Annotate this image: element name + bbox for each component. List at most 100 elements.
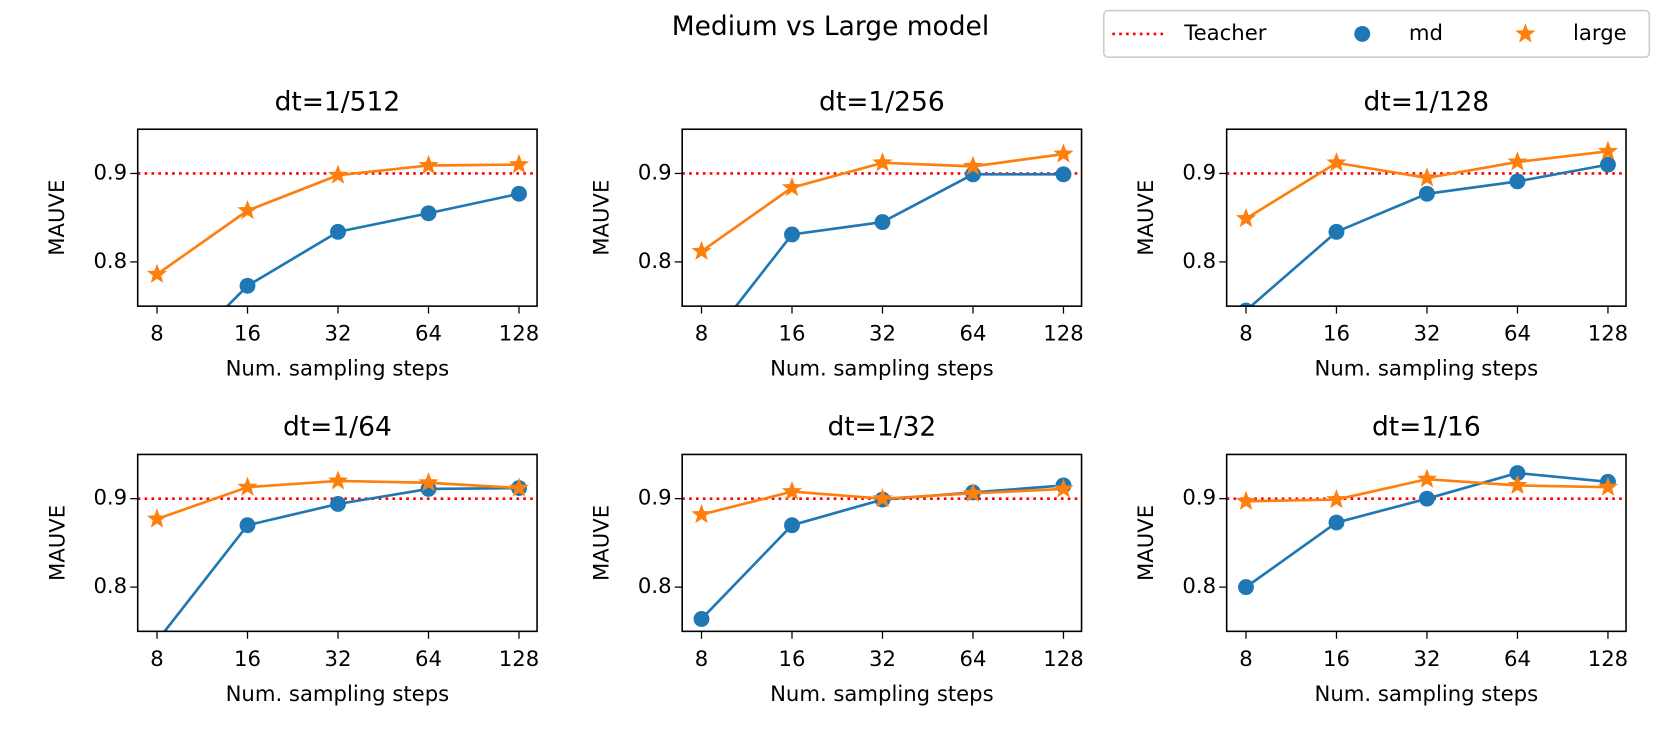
circle-marker [1600,156,1616,173]
x-tick-label: 8 [695,321,708,346]
star-marker [1326,152,1347,172]
y-tick-label: 0.8 [638,573,672,598]
x-tick-label: 32 [1413,321,1440,346]
x-tick-label: 8 [1239,646,1252,671]
x-tick-label: 32 [869,321,896,346]
star-marker [146,508,168,528]
plot-area [682,477,1082,627]
y-tick-label: 0.8 [93,248,127,273]
axes-frame [1225,128,1627,307]
circle-marker [239,277,256,294]
x-tick-label: 16 [1323,321,1350,346]
y-axis-label: MAUVE [589,180,614,256]
figure-title: Medium vs Large model [672,11,989,42]
series-line [225,192,520,307]
y-tick-label: 0.8 [1182,573,1216,598]
x-tick-label: 128 [499,321,539,346]
circle-marker [1055,166,1072,183]
star-marker [327,164,349,184]
star-marker [962,482,984,502]
x-tick-label: 8 [150,646,163,671]
subplot: dt=1/128 Num. sampling steps MAUVE 8 16 32 64 1… [1133,86,1628,380]
legend-label: md [1409,20,1443,45]
star-marker [781,480,803,501]
series-line [156,163,520,276]
circle-marker [1419,185,1435,202]
x-tick-label: 128 [499,646,539,671]
subplot-title: dt=1/256 [819,86,945,117]
star-marker [872,488,893,508]
star-marker [1053,143,1074,163]
x-tick-label: 16 [1323,646,1350,671]
x-tick-label: 128 [1043,321,1083,346]
star-marker [237,200,258,220]
star-marker [691,240,712,260]
circle-marker [1419,490,1435,507]
x-axis-label: Num. sampling steps [1315,356,1539,381]
axes-frame [136,453,538,633]
subplot: dt=1/512 Num. sampling steps MAUVE 8 16 32 64 1… [44,86,539,380]
axes-frame [1225,453,1627,633]
subplot: dt=1/64 Num. sampling steps MAUVE 8 16 32 64 12… [44,411,539,705]
x-axis-label: Num. sampling steps [226,681,450,706]
plot-area [682,143,1082,307]
legend-label: Teacher [1183,20,1266,45]
plot-area [137,470,538,632]
legend-label: large [1573,20,1627,45]
circle-marker [239,517,256,534]
y-axis-label: MAUVE [44,180,69,256]
y-tick-label: 0.9 [638,159,672,184]
star-marker [691,503,712,524]
circle-marker [511,185,527,202]
y-axis-label: MAUVE [44,505,69,581]
x-tick-label: 64 [1504,321,1531,346]
x-tick-label: 8 [1239,321,1252,346]
x-tick-label: 8 [695,646,708,671]
x-tick-label: 16 [779,646,806,671]
axes-frame [681,128,1083,307]
star-marker [146,263,168,283]
x-tick-label: 64 [960,321,987,346]
x-axis-label: Num. sampling steps [1315,681,1539,706]
x-tick-label: 32 [325,646,352,671]
subplot: dt=1/256 Num. sampling steps MAUVE 8 16 32 64 1… [589,86,1084,380]
circle-marker [874,214,891,231]
x-tick-label: 64 [415,646,442,671]
star-marker [418,154,439,175]
plot-area [137,154,538,307]
y-tick-label: 0.8 [1182,248,1216,273]
star-marker [872,152,893,172]
series-line [700,152,1064,253]
legend-swatch [1354,25,1371,42]
y-tick-label: 0.9 [1182,485,1216,510]
x-tick-label: 32 [325,321,352,346]
subplot-title: dt=1/128 [1364,86,1490,117]
x-tick-label: 64 [415,321,442,346]
y-tick-label: 0.9 [1182,159,1216,184]
y-tick-label: 0.8 [638,248,672,273]
star-marker [1416,167,1438,187]
circle-marker [1509,173,1526,190]
x-tick-label: 128 [1588,646,1628,671]
axes-frame [136,128,538,307]
subplot-title: dt=1/512 [275,86,401,117]
plot-area [1226,465,1627,596]
x-axis-label: Num. sampling steps [770,356,994,381]
x-tick-label: 64 [1504,646,1531,671]
circle-marker [1328,223,1345,240]
x-tick-label: 128 [1043,646,1083,671]
star-marker [327,470,349,490]
star-marker [1507,151,1528,171]
star-marker [1597,140,1619,160]
x-tick-label: 32 [869,646,896,671]
star-marker [1507,474,1528,494]
star-marker [1326,488,1347,509]
plot-area [1226,140,1627,307]
x-tick-label: 32 [1413,646,1440,671]
subplot-title: dt=1/64 [283,411,392,442]
x-axis-label: Num. sampling steps [770,681,994,706]
circle-marker [1328,514,1345,531]
star-marker [418,472,439,492]
subplot: dt=1/32 Num. sampling steps MAUVE 8 16 32 64 12… [589,411,1084,705]
